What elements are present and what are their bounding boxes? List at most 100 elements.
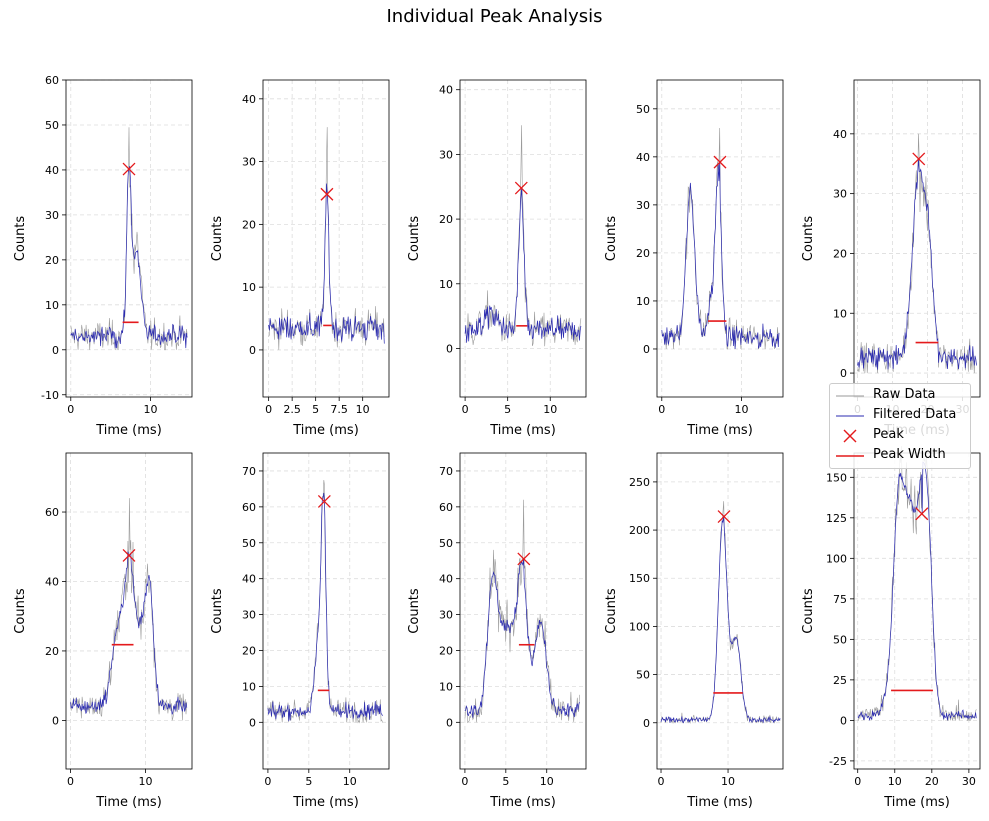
legend-peak-x-icon xyxy=(843,429,857,443)
filtered-data-line xyxy=(70,166,188,349)
y-tick-label: 60 xyxy=(45,74,59,87)
y-tick-label: 20 xyxy=(636,247,650,260)
y-tick-label: 40 xyxy=(636,151,650,164)
y-tick-label: 20 xyxy=(439,213,453,226)
peak-marker xyxy=(517,552,531,566)
y-tick-label: 0 xyxy=(643,717,650,730)
y-tick-label: 20 xyxy=(242,218,256,231)
x-tick-label: 0 xyxy=(67,775,74,788)
x-tick-label: 0 xyxy=(658,775,665,788)
x-tick-label: 10 xyxy=(356,403,370,416)
y-tick-label: 10 xyxy=(439,278,453,291)
x-tick-label: 5 xyxy=(305,775,312,788)
y-tick-label: 40 xyxy=(45,164,59,177)
raw-data-line xyxy=(268,127,385,350)
x-tick-label: 10 xyxy=(139,775,153,788)
y-tick-label: 70 xyxy=(439,465,453,478)
axes-frame xyxy=(262,79,390,398)
legend: Raw Data Filtered Data Peak Peak Width xyxy=(829,383,971,469)
y-tick-label: 200 xyxy=(629,524,650,537)
y-tick-label: 0 xyxy=(446,342,453,355)
x-tick-label: 10 xyxy=(888,775,902,788)
axes-frame xyxy=(656,79,784,398)
x-tick-label: 10 xyxy=(735,403,749,416)
subplot-3: 0 5 10 0 10 20 30 40 Time (ms) Counts xyxy=(407,79,587,438)
x-tick-label: 0 xyxy=(462,403,469,416)
peak-marker-stroke xyxy=(517,552,531,566)
peak-marker xyxy=(717,510,731,524)
x-tick-label: 0 xyxy=(658,403,665,416)
peak-marker xyxy=(317,495,331,508)
peak-marker xyxy=(122,162,136,176)
y-tick-label: 0 xyxy=(446,716,453,729)
axes-frame xyxy=(262,452,390,770)
y-axis-label: Counts xyxy=(604,588,619,634)
y-tick-label: 30 xyxy=(636,199,650,212)
y-tick-label: 30 xyxy=(439,148,453,161)
y-tick-label: 30 xyxy=(833,188,847,201)
subplot-6: 0 10 0 20 40 60 Time (ms) Counts xyxy=(13,452,193,810)
y-tick-label: 10 xyxy=(242,680,256,693)
y-tick-label: 20 xyxy=(833,247,847,260)
axes-frame xyxy=(853,452,981,770)
y-axis-label: Counts xyxy=(801,216,816,262)
legend-raw-line-icon xyxy=(836,395,864,397)
y-tick-label: 30 xyxy=(439,609,453,622)
x-tick-label: 10 xyxy=(540,775,554,788)
x-tick-label: 10 xyxy=(343,775,357,788)
peak-marker-stroke xyxy=(320,187,334,201)
filtered-data-line xyxy=(661,162,780,350)
y-tick-label: 50 xyxy=(636,669,650,682)
y-tick-label: 30 xyxy=(242,609,256,622)
peak-marker xyxy=(514,181,528,195)
y-tick-label: 0 xyxy=(643,343,650,356)
subplot-4: 0 10 0 10 20 30 40 50 Time (ms) Counts xyxy=(604,79,784,438)
y-tick-label: 50 xyxy=(833,633,847,646)
subplot-8: 0 5 10 0 10 20 30 40 50 60 70 Time (ms) Counts xyxy=(407,452,587,810)
y-tick-label: 20 xyxy=(45,645,59,658)
axes-frame xyxy=(65,79,193,398)
peak-marker-stroke xyxy=(912,152,926,166)
subplot-10: 0 10 20 30 -25 0 25 50 75 100 125 150 Time (ms) Count… xyxy=(801,445,981,810)
x-axis-label: Time (ms) xyxy=(489,423,556,438)
y-tick-label: 50 xyxy=(45,119,59,132)
legend-label-peak: Peak xyxy=(873,427,904,442)
y-tick-label: 0 xyxy=(249,344,256,357)
y-tick-label: 50 xyxy=(439,537,453,550)
x-axis-label: Time (ms) xyxy=(883,795,950,810)
y-tick-label: 0 xyxy=(840,367,847,380)
x-tick-label: 5 xyxy=(504,403,511,416)
y-tick-label: -25 xyxy=(829,755,847,768)
x-tick-label: 30 xyxy=(962,775,976,788)
peak-marker-stroke xyxy=(915,507,929,521)
y-tick-label: 0 xyxy=(52,344,59,357)
peak-marker xyxy=(713,155,727,169)
x-axis-label: Time (ms) xyxy=(686,795,753,810)
subplot-1: 0 10 -10 0 10 20 30 40 50 60 Time (ms) Counts xyxy=(13,74,193,438)
x-tick-label: 0 xyxy=(461,775,468,788)
x-tick-label: 5 xyxy=(312,403,319,416)
x-tick-label: 10 xyxy=(721,775,735,788)
y-axis-label: Counts xyxy=(210,588,225,634)
raw-data-line xyxy=(70,127,188,351)
y-axis-label: Counts xyxy=(407,588,422,634)
filtered-data-line xyxy=(857,462,977,721)
y-tick-label: 20 xyxy=(45,254,59,267)
y-tick-label: 25 xyxy=(833,674,847,687)
y-tick-label: 100 xyxy=(629,620,650,633)
y-tick-label: 50 xyxy=(636,103,650,116)
y-tick-label: 20 xyxy=(242,645,256,658)
subplot-7: 0 5 10 0 10 20 30 40 50 60 70 Time (ms) Counts xyxy=(210,452,390,810)
y-tick-label: 0 xyxy=(840,714,847,727)
raw-data-line xyxy=(660,501,781,724)
y-tick-label: 20 xyxy=(439,645,453,658)
legend-item-peak: Peak xyxy=(830,426,970,446)
y-axis-label: Counts xyxy=(407,216,422,262)
x-axis-label: Time (ms) xyxy=(292,795,359,810)
raw-data-line xyxy=(857,445,977,721)
y-tick-label: 10 xyxy=(242,281,256,294)
x-tick-label: 5 xyxy=(502,775,509,788)
y-tick-label: 250 xyxy=(629,476,650,489)
filtered-data-line xyxy=(268,183,385,344)
